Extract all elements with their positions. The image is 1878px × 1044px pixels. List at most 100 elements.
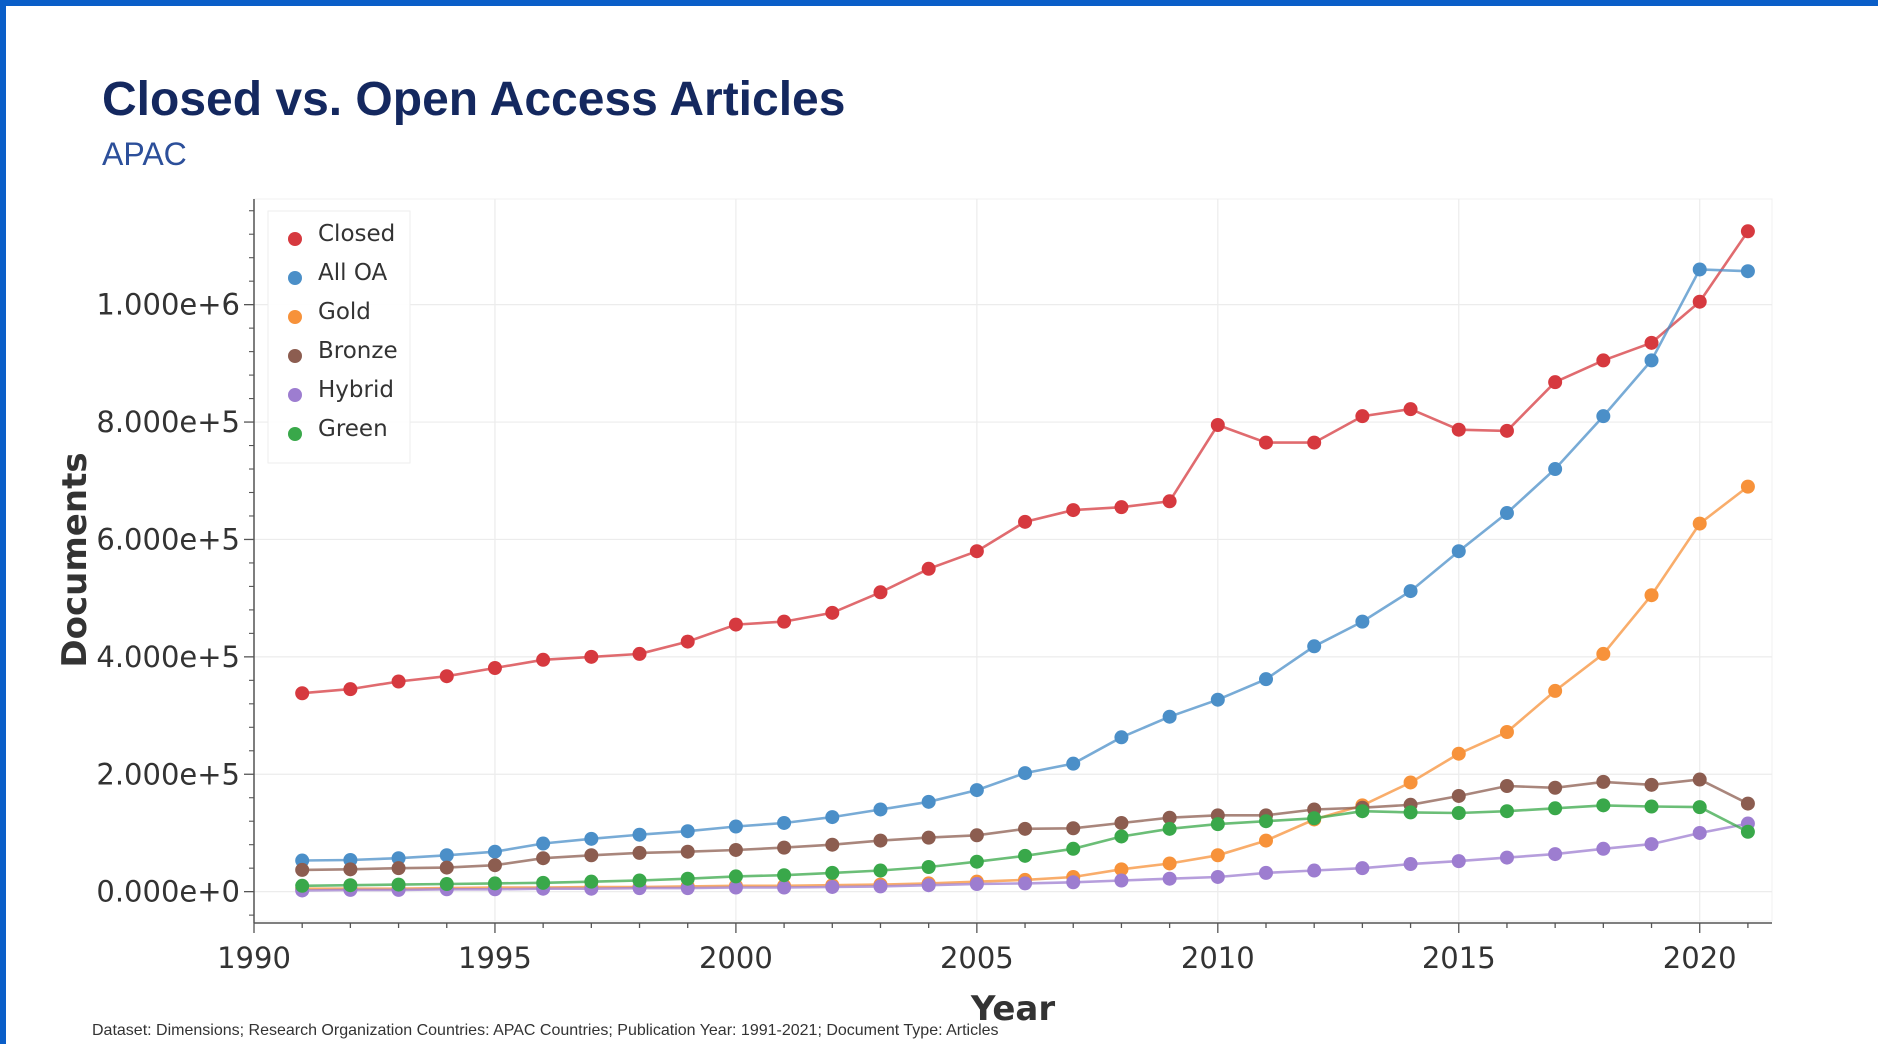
data-point-green	[825, 865, 840, 880]
legend-label-closed: Closed	[318, 221, 395, 247]
data-point-bronze	[728, 842, 743, 857]
page-title: Closed vs. Open Access Articles	[102, 73, 846, 126]
data-point-bronze	[632, 845, 647, 860]
data-point-green	[1548, 801, 1563, 816]
data-point-all-oa	[1644, 353, 1659, 368]
legend-box	[267, 210, 411, 464]
data-point-gold	[1114, 862, 1129, 877]
data-point-bronze	[1596, 774, 1611, 789]
data-point-hybrid	[1692, 825, 1707, 840]
data-point-bronze	[584, 848, 599, 863]
data-point-bronze	[1451, 788, 1466, 803]
data-point-green	[584, 874, 599, 889]
data-point-hybrid	[1259, 865, 1273, 880]
data-point-green	[1066, 841, 1081, 856]
data-point-closed	[439, 669, 454, 684]
legend-marker-gold	[288, 310, 302, 324]
data-point-green	[873, 863, 888, 878]
y-axis-label: Documents	[55, 452, 95, 667]
data-point-all-oa	[777, 815, 792, 830]
data-point-green	[1692, 800, 1707, 815]
data-point-green	[439, 877, 454, 892]
x-tick-label: 2005	[940, 941, 1014, 975]
data-point-closed	[1548, 375, 1563, 390]
data-point-hybrid	[1066, 875, 1081, 890]
data-point-hybrid	[921, 878, 936, 893]
data-point-green	[969, 854, 984, 869]
data-point-green	[632, 873, 647, 888]
data-point-closed	[921, 561, 936, 576]
data-point-closed	[632, 646, 647, 661]
data-point-all-oa	[487, 844, 502, 859]
y-tick-label: 8.000e+5	[96, 405, 240, 439]
x-tick-label: 2020	[1663, 941, 1737, 975]
data-point-closed	[1210, 417, 1225, 432]
x-tick-label: 1995	[458, 941, 532, 975]
legend-marker-hybrid	[288, 388, 302, 402]
data-point-bronze	[1114, 815, 1129, 830]
data-point-bronze	[391, 861, 406, 876]
data-point-all-oa	[536, 836, 551, 851]
data-point-all-oa	[1499, 506, 1514, 521]
data-point-closed	[969, 544, 984, 559]
data-point-closed	[1259, 435, 1273, 450]
data-point-hybrid	[969, 877, 984, 892]
data-point-bronze	[1548, 780, 1563, 795]
data-point-closed	[1162, 494, 1177, 509]
data-point-green	[1259, 814, 1273, 829]
data-point-bronze	[1740, 796, 1755, 811]
data-point-green	[295, 878, 310, 893]
data-point-all-oa	[728, 819, 743, 834]
legend: Closed All OA Gold Bronze Hybrid Green	[267, 210, 411, 464]
data-point-bronze	[1018, 821, 1033, 836]
data-point-closed	[1307, 435, 1322, 450]
data-point-gold	[1451, 746, 1466, 761]
data-point-bronze	[1066, 821, 1081, 836]
data-point-all-oa	[1596, 409, 1611, 424]
data-point-all-oa	[680, 824, 695, 839]
data-point-closed	[1114, 500, 1129, 515]
data-point-green	[1355, 804, 1370, 819]
data-point-bronze	[1644, 777, 1659, 792]
data-point-gold	[1210, 848, 1225, 863]
legend-label-hybrid: Hybrid	[318, 377, 394, 403]
data-point-bronze	[536, 851, 551, 866]
data-point-bronze	[777, 840, 792, 855]
data-point-all-oa	[1355, 614, 1370, 629]
data-point-all-oa	[1403, 584, 1418, 599]
data-point-hybrid	[1114, 873, 1129, 888]
legend-marker-all-oa	[288, 271, 302, 285]
data-source-footnote: Dataset: Dimensions; Research Organizati…	[92, 1022, 999, 1039]
data-point-green	[391, 877, 406, 892]
data-point-closed	[873, 585, 888, 600]
data-point-all-oa	[873, 802, 888, 817]
y-tick-label: 0.000e+0	[96, 875, 240, 909]
data-point-hybrid	[777, 880, 792, 895]
data-point-gold	[1692, 516, 1707, 531]
data-point-green	[343, 878, 358, 893]
data-point-green	[1307, 811, 1322, 826]
data-point-all-oa	[391, 851, 406, 866]
data-point-closed	[1740, 224, 1755, 239]
data-point-bronze	[439, 860, 454, 875]
data-point-green	[487, 876, 502, 891]
data-point-green	[680, 871, 695, 886]
data-point-gold	[1740, 479, 1755, 494]
data-point-green	[1162, 821, 1177, 836]
legend-marker-closed	[288, 232, 302, 246]
data-point-all-oa	[1162, 709, 1177, 724]
legend-label-green: Green	[318, 416, 388, 442]
data-point-hybrid	[825, 879, 840, 894]
data-point-all-oa	[1307, 639, 1322, 654]
line-chart: 1990 1995 2000 2005 2010 2015 2020 0.000e+0 2.00…	[55, 198, 1773, 1029]
x-tick-label: 2015	[1422, 941, 1496, 975]
data-point-gold	[1644, 588, 1659, 603]
data-point-all-oa	[921, 794, 936, 809]
data-point-green	[728, 869, 743, 884]
data-point-hybrid	[1548, 847, 1563, 862]
data-point-all-oa	[1066, 756, 1081, 771]
page-subtitle: APAC	[102, 136, 187, 172]
data-point-all-oa	[1114, 730, 1129, 745]
legend-label-bronze: Bronze	[318, 338, 398, 364]
